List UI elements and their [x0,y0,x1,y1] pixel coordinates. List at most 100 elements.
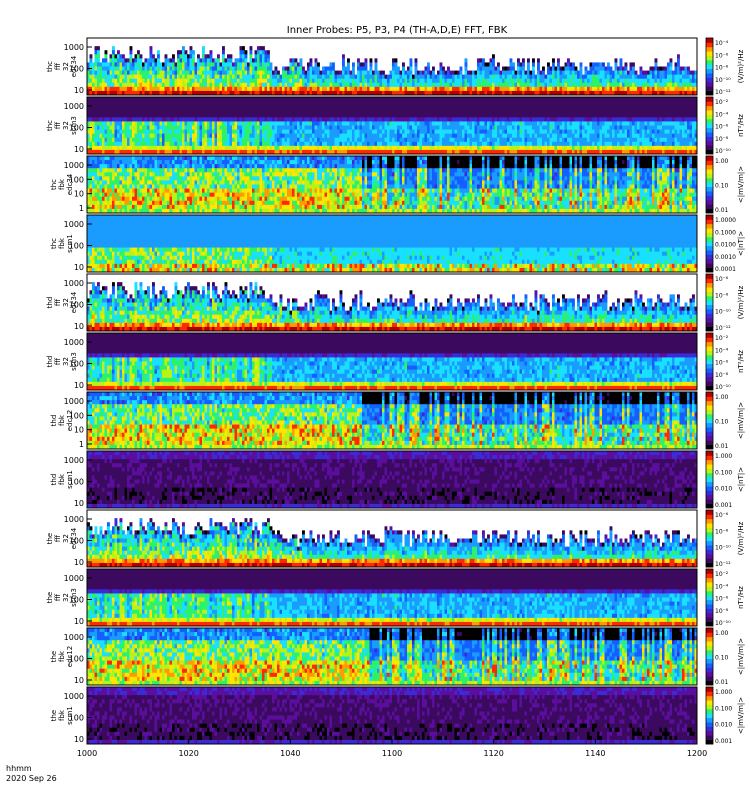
y-tick-label: 1000 [64,456,84,465]
colorbar-units-label: nT²/Hz [737,114,745,137]
y-tick-label: 1000 [64,633,84,642]
panel-thc-fff-32-edc34: 100010010thcfff32edc3410⁻⁴10⁻⁶10⁻⁸10⁻¹⁰1… [46,38,745,96]
colorbar-units-label: (V/m)²/Hz [737,521,745,555]
y-tick-label: 1000 [64,397,84,406]
spectrogram-thd-fbk-edc12 [87,392,697,449]
y-tick-label: 1000 [64,279,84,288]
colorbar-units-label: nT²/Hz [737,586,745,609]
colorbar-tick-label: 10⁻⁴ [715,347,729,354]
colorbar-tick-label: 0.0100 [715,242,736,249]
panel-thd-fbk-scm1: 100010010thdfbkscm11.0000.1000.0100.001<… [50,451,745,509]
colorbar-thc-fbk-edc34: 1.000.100.01<|mV/m|> [706,156,745,214]
colorbar-tick-label: 0.01 [715,443,729,450]
colorbar-tick-label: 10⁻⁸ [715,136,729,143]
colorbar-tick-label: 10⁻⁸ [715,608,729,615]
spectrogram-the-fbk-scm1 [87,687,697,744]
colorbar-tick-label: 10⁻⁸ [715,65,729,72]
colorbar-tick-label: 10⁻² [715,571,729,578]
x-tick-label: 1040 [280,749,300,758]
y-axis-label: thcfff32edc34 [46,55,78,77]
colorbar-tick-label: 0.010 [715,486,732,493]
colorbar-tick-label: 0.001 [715,738,732,745]
y-axis-label: thefff32scm3 [46,588,78,607]
colorbar-tick-label: 10⁻² [715,99,729,106]
colorbar-units-label: <|mV/m|> [737,697,745,734]
y-tick-label: 10 [74,145,84,154]
colorbar-units-label: <|mV/m|> [737,638,745,675]
colorbar-units-label: <|nT|> [737,467,745,492]
y-tick-label: 1000 [64,338,84,347]
y-tick-label: 10 [74,735,84,744]
spectrogram-thd-fbk-scm1 [87,451,697,508]
colorbar-tick-label: 0.01 [715,679,729,686]
colorbar-tick-label: 10⁻¹⁰ [715,620,731,627]
x-axis-label-date: 2020 Sep 26 [6,774,57,783]
y-tick-label: 1000 [64,43,84,52]
y-axis-label: thefff32edc34 [46,527,78,549]
colorbar-the-fbk-scm1: 1.0000.1000.0100.001<|mV/m|> [706,687,745,745]
panel-the-fff-32-scm3: 100010010thefff32scm310⁻²10⁻⁴10⁻⁶10⁻⁸10⁻… [46,569,745,627]
colorbar-tick-label: 0.0001 [715,266,736,273]
panel-thd-fff-32-edc34: 100010010thdfff32edc3410⁻⁶10⁻⁸10⁻¹⁰10⁻¹²… [46,274,745,332]
colorbar-tick-label: 10⁻⁶ [715,360,729,367]
colorbar-tick-label: 10⁻¹² [715,89,731,96]
colorbar-thd-fbk-edc12: 1.000.100.01<|mV/m|> [706,392,745,450]
chart-title: Inner Probes: P5, P3, P4 (TH-A,D,E) FFT,… [287,25,508,36]
x-tick-label: 1000 [77,749,97,758]
colorbar-tick-label: 10⁻¹⁰ [715,77,731,84]
x-tick-label: 1200 [687,749,707,758]
colorbar-tick-label: 10⁻⁶ [715,512,729,519]
y-tick-label: 1 [79,440,84,449]
y-tick-label: 10 [74,499,84,508]
spectrogram-the-fbk-edc12 [87,628,697,685]
panel-the-fbk-scm1: 100010010thefbkscm11.0000.1000.0100.001<… [50,687,745,745]
y-tick-label: 1 [79,204,84,213]
spectrogram-thc-fff-32-scm3 [87,97,697,154]
colorbar-tick-label: 10⁻¹⁰ [715,148,731,155]
colorbar-tick-label: 0.10 [715,419,729,426]
colorbar-tick-label: 10⁻¹⁰ [715,545,731,552]
colorbar-tick-label: 10⁻⁴ [715,40,729,47]
colorbar-tick-label: 0.0010 [715,254,736,261]
y-tick-label: 1000 [64,161,84,170]
y-tick-label: 10 [74,617,84,626]
y-tick-label: 10 [74,381,84,390]
colorbar-tick-label: 1.00 [715,158,729,165]
panel-thc-fbk-scm1: 100010010thcfbkscm11.00000.10000.01000.0… [50,215,745,273]
spectrogram-thc-fbk-scm1 [87,215,697,272]
colorbar-tick-label: 0.10 [715,183,729,190]
spectrogram-thd-fff-32-edc34 [87,274,697,331]
colorbar-tick-label: 1.0000 [715,217,736,224]
colorbar-tick-label: 0.001 [715,502,732,509]
spectrogram-thd-fff-32-scm3 [87,333,697,390]
colorbar-units-label: (V/m)²/Hz [737,49,745,83]
y-axis-label: thefbkedc12 [50,646,74,668]
colorbar-units-label: <|mV/m|> [737,166,745,203]
colorbar-tick-label: 10⁻⁶ [715,276,729,283]
colorbar-tick-label: 10⁻¹² [715,561,731,568]
colorbar-tick-label: 10⁻¹² [715,325,731,332]
y-tick-label: 1000 [64,692,84,701]
y-tick-label: 10 [74,263,84,272]
colorbar-tick-label: 1.00 [715,394,729,401]
colorbar-tick-label: 0.100 [715,705,732,712]
spectrogram-the-fff-32-scm3 [87,569,697,626]
colorbar-tick-label: 0.10 [715,655,729,662]
y-axis-label: thcfff32scm3 [46,116,78,135]
panel-thd-fff-32-scm3: 100010010thdfff32scm310⁻²10⁻⁴10⁻⁶10⁻⁸10⁻… [46,333,745,391]
y-tick-label: 10 [74,322,84,331]
y-tick-label: 10 [74,676,84,685]
panel-thd-fbk-edc12: 1000100101thdfbkedc121.000.100.01<|mV/m|… [50,392,745,450]
panel-thc-fbk-edc34: 1000100101thcfbkedc341.000.100.01<|mV/m|… [50,156,745,214]
colorbar-tick-label: 10⁻⁶ [715,124,729,131]
y-tick-label: 1000 [64,102,84,111]
colorbar-tick-label: 1.000 [715,689,732,696]
colorbar-the-fbk-edc12: 1.000.100.01<|mV/m|> [706,628,745,686]
